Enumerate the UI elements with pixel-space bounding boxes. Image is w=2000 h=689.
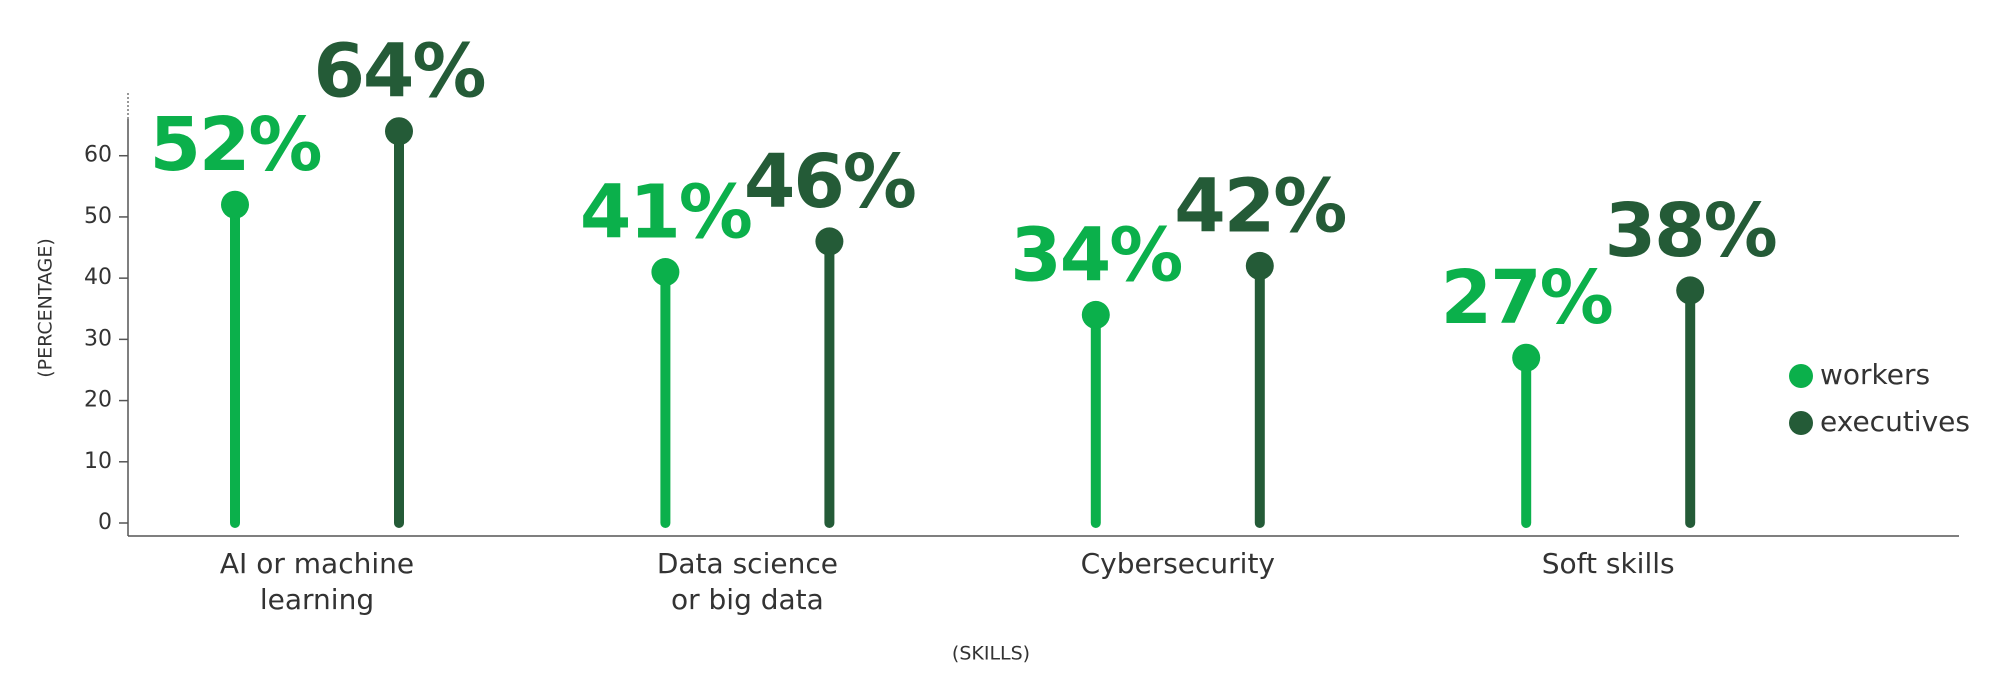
x-tick-label: Soft skills	[1541, 547, 1675, 580]
x-tick-label: Cybersecurity	[1080, 547, 1276, 580]
y-tick-label: 20	[84, 388, 112, 413]
dot	[1245, 251, 1274, 280]
dot	[651, 258, 680, 287]
legend-marker	[1789, 364, 1813, 388]
value-label: 64%	[313, 29, 484, 115]
value-label: 52%	[149, 102, 320, 188]
legend-label: workers	[1820, 358, 1930, 391]
x-tick-label: AI or machine learning	[219, 547, 415, 616]
value-label: 34%	[1010, 212, 1181, 298]
value-label: 46%	[744, 139, 915, 225]
dot	[1081, 300, 1110, 329]
y-tick-label: 50	[84, 204, 112, 229]
dot	[1512, 343, 1541, 372]
legend-label: executives	[1820, 405, 1970, 438]
y-tick-label: 40	[84, 265, 112, 290]
dot	[815, 227, 844, 256]
x-tick-label: Data science or big data	[656, 547, 838, 616]
dot	[1676, 276, 1705, 305]
y-tick-label: 10	[84, 449, 112, 474]
y-tick-label: 60	[84, 143, 112, 168]
legend-marker	[1789, 411, 1813, 435]
value-label: 42%	[1174, 163, 1345, 249]
y-tick-label: 30	[84, 326, 112, 351]
value-label: 38%	[1605, 188, 1776, 274]
x-axis-title: (SKILLS)	[952, 643, 1030, 665]
dot	[385, 117, 413, 146]
dot	[221, 190, 249, 219]
y-tick-label: 0	[98, 510, 112, 535]
value-label: 27%	[1441, 255, 1612, 341]
y-axis-title: (PERCENTAGE)	[35, 238, 57, 378]
value-label: 41%	[580, 170, 751, 256]
